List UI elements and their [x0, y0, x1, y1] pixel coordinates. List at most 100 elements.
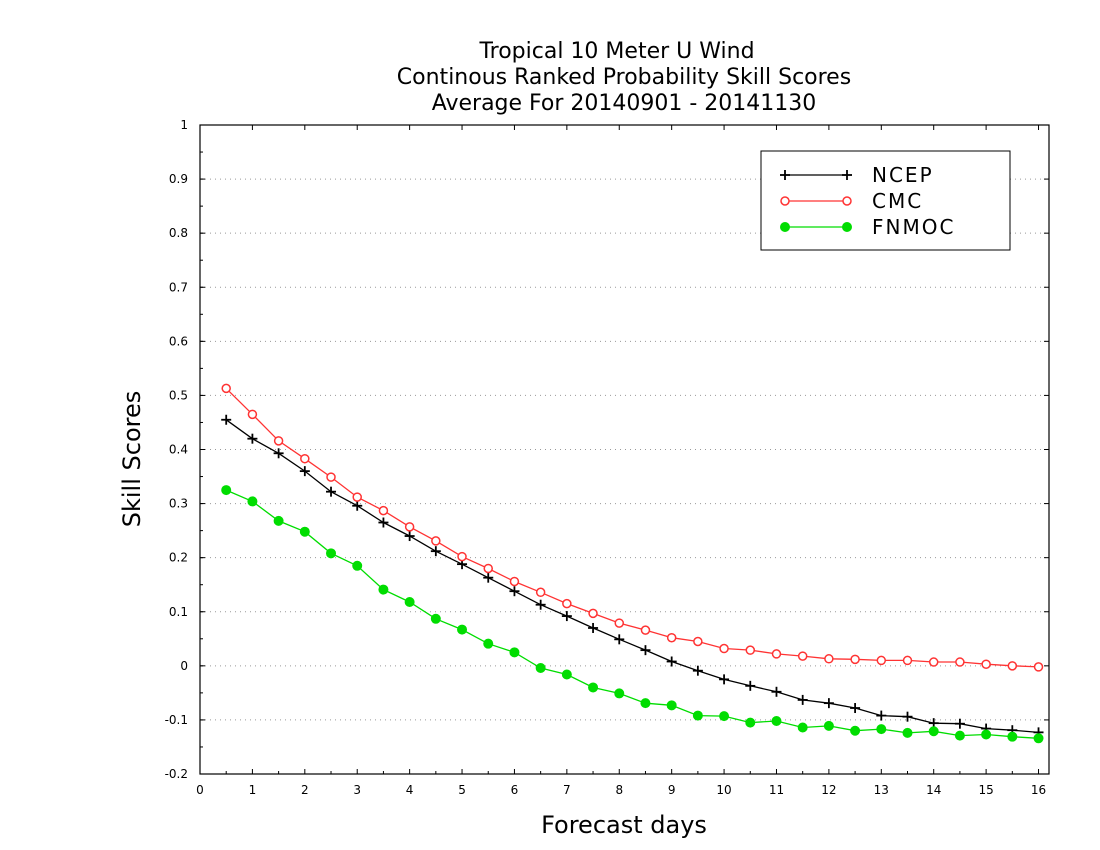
cmc-point [719, 643, 729, 654]
y-tick-label: 0.7 [169, 280, 188, 294]
cmc-point [326, 472, 336, 482]
x-tick-label: 8 [615, 783, 623, 797]
cmc-point [666, 632, 677, 643]
ncep-point [483, 572, 494, 583]
fnmoc-point [561, 669, 572, 680]
fnmoc-point [850, 725, 861, 736]
title-line-2: Continous Ranked Probability Skill Score… [397, 65, 851, 90]
ncep-point [745, 680, 756, 691]
x-tick-label: 2 [301, 783, 309, 797]
x-tick-label: 0 [196, 783, 204, 797]
fnmoc-point [535, 662, 546, 673]
cmc-point [928, 657, 939, 667]
x-tick-label: 13 [874, 783, 889, 797]
fnmoc-line [225, 489, 1039, 739]
ncep-point [797, 694, 808, 705]
y-tick-label: -0.2 [165, 767, 188, 781]
ncep-point [221, 414, 232, 425]
cmc-point [352, 492, 362, 502]
cmc-point [1033, 662, 1044, 672]
cmc-point [509, 576, 520, 587]
cmc-point [273, 436, 284, 446]
fnmoc-point [692, 710, 703, 721]
title-line-3: Average For 20140901 - 20141130 [432, 91, 817, 116]
y-tick-label: 0.3 [169, 497, 188, 511]
cmc-point [640, 625, 651, 635]
x-tick-label: 4 [406, 783, 414, 797]
fnmoc-point [588, 682, 599, 693]
legend-marker-right-ncep [842, 170, 852, 180]
fnmoc-point [981, 729, 992, 740]
ncep-point [273, 448, 284, 459]
ncep-point [430, 546, 441, 557]
legend-marker-left-cmc [780, 196, 790, 206]
ncep-point [535, 599, 546, 610]
x-tick-label: 7 [563, 783, 571, 797]
cmc-point [404, 522, 415, 532]
fnmoc-point [640, 698, 651, 709]
cmc-point [378, 505, 389, 516]
legend-label-fnmoc: FNMOC [872, 215, 955, 239]
fnmoc-point [745, 717, 756, 728]
y-tick-label: 0.4 [169, 443, 188, 457]
fnmoc-point [666, 700, 677, 711]
ncep-point [954, 718, 965, 729]
y-tick-label: 0.2 [169, 551, 188, 565]
x-tick-label: 3 [353, 783, 361, 797]
ncep-point [719, 674, 730, 685]
cmc-point [588, 608, 598, 619]
ncep-point [902, 711, 913, 722]
ncep-point [299, 466, 310, 477]
fnmoc-point [823, 720, 834, 731]
ncep-point [509, 586, 520, 597]
ncep-point [850, 703, 861, 714]
cmc-point [457, 551, 467, 562]
fnmoc-point [902, 727, 913, 738]
chart-title: Tropical 10 Meter U Wind Continous Ranke… [397, 39, 851, 116]
fnmoc-point [876, 724, 887, 735]
fnmoc-point [483, 638, 494, 649]
fnmoc-point [928, 726, 939, 737]
legend-marker-left-ncep [780, 170, 790, 180]
legend-entry-ncep: NCEP [780, 163, 934, 187]
ncep-point [876, 710, 887, 721]
y-tick-label: 0 [180, 659, 188, 673]
ncep-point [404, 531, 415, 542]
y-tick-label: 0.8 [169, 226, 188, 240]
fnmoc-point [273, 515, 284, 526]
axis-ticks: -0.2-0.100.10.20.30.40.50.60.70.80.910 1 2… [165, 118, 1049, 797]
ncep-point [588, 622, 599, 633]
y-tick-label: 0.6 [169, 334, 188, 348]
cmc-point [745, 645, 756, 655]
fnmoc-point [378, 584, 389, 595]
fnmoc-point [509, 647, 520, 658]
ncep-point [247, 433, 258, 444]
cmc-point [771, 649, 782, 659]
ncep-point [666, 656, 677, 667]
ncep-point [378, 517, 389, 528]
cmc-point [693, 636, 703, 647]
ncep-point [692, 665, 703, 676]
legend-label-ncep: NCEP [872, 163, 934, 187]
fnmoc-point [719, 711, 730, 722]
cmc-point [955, 657, 965, 667]
fnmoc-point [430, 613, 441, 624]
x-axis-label: Forecast days [541, 811, 707, 839]
legend-marker-right-cmc [842, 196, 852, 206]
legend-marker-right-fnmoc [842, 222, 852, 232]
cmc-point [824, 654, 834, 664]
x-tick-label: 5 [458, 783, 466, 797]
cmc-point [300, 453, 310, 464]
x-tick-label: 11 [769, 783, 784, 797]
title-line-1: Tropical 10 Meter U Wind [478, 39, 754, 64]
y-tick-label: 0.1 [169, 605, 188, 619]
ncep-point [823, 698, 834, 709]
ncep-point [614, 634, 625, 645]
cmc-point [483, 563, 493, 574]
x-tick-label: 14 [926, 783, 941, 797]
legend-marker-left-fnmoc [780, 222, 790, 232]
y-tick-label: 1 [180, 118, 188, 132]
cmc-point [221, 383, 231, 394]
x-tick-label: 9 [668, 783, 676, 797]
